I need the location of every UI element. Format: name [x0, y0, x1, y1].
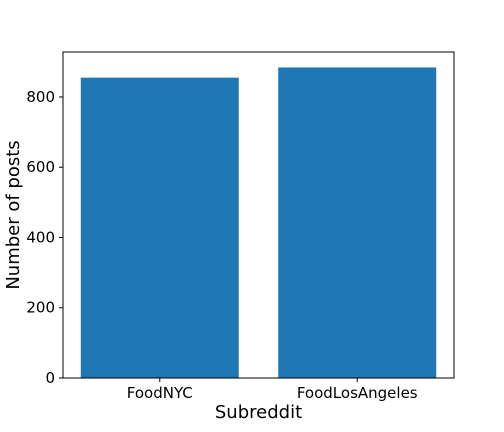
bar-foodnyc: [80, 77, 239, 378]
y-axis: 0 200 400 600 800: [26, 88, 63, 387]
y-tick-label: 600: [26, 158, 55, 176]
y-tick-label: 800: [26, 88, 55, 106]
x-tick-label: FoodLosAngeles: [297, 384, 418, 402]
x-tick-label: FoodNYC: [127, 384, 193, 402]
x-axis-label: Subreddit: [215, 402, 302, 423]
y-tick-label: 0: [45, 369, 55, 387]
x-axis: FoodNYC FoodLosAngeles: [127, 378, 418, 402]
y-tick-label: 200: [26, 299, 55, 317]
y-tick-label: 400: [26, 228, 55, 246]
bars-layer: [80, 67, 437, 378]
bar-foodlosangeles: [278, 67, 437, 378]
plot-frame: [62, 51, 455, 379]
y-axis-label: Number of posts: [3, 140, 24, 289]
